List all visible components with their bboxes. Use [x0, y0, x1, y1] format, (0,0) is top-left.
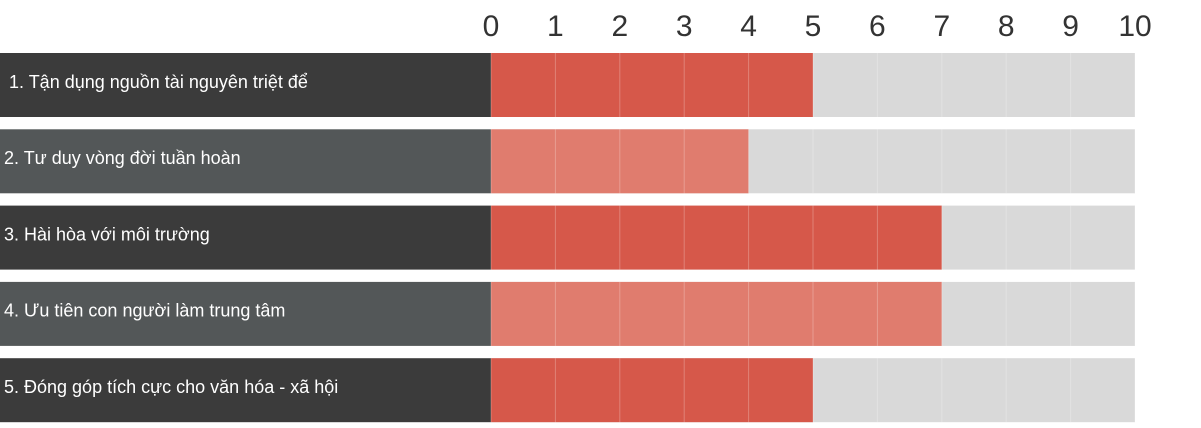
label-background: [0, 53, 491, 117]
x-tick-label: 7: [933, 10, 950, 43]
x-tick-label: 6: [869, 10, 886, 43]
category-label: 2. Tư duy vòng đời tuần hoàn: [4, 148, 241, 168]
label-background: [0, 358, 491, 423]
x-tick-label: 10: [1118, 10, 1151, 43]
x-tick-label: 1: [547, 10, 564, 43]
x-tick-label: 4: [740, 10, 757, 43]
category-label: 3. Hài hòa với môi trường: [4, 224, 210, 244]
category-label: 5. Đóng góp tích cực cho văn hóa - xã hộ…: [4, 377, 338, 397]
bar: [491, 281, 942, 346]
bar: [491, 358, 813, 423]
x-tick-label: 5: [805, 10, 822, 43]
label-background: [0, 129, 491, 194]
x-tick-label: 0: [483, 10, 500, 43]
bar: [491, 129, 749, 194]
bar: [491, 205, 942, 270]
category-label: 1. Tận dụng nguồn tài nguyên triệt để: [9, 72, 308, 92]
label-background: [0, 281, 491, 346]
bar: [491, 53, 813, 117]
label-background: [0, 205, 491, 270]
x-tick-label: 2: [611, 10, 628, 43]
x-tick-label: 3: [676, 10, 693, 43]
category-label: 4. Ưu tiên con người làm trung tâm: [4, 301, 285, 321]
x-tick-label: 8: [998, 10, 1015, 43]
x-tick-label: 9: [1062, 10, 1079, 43]
